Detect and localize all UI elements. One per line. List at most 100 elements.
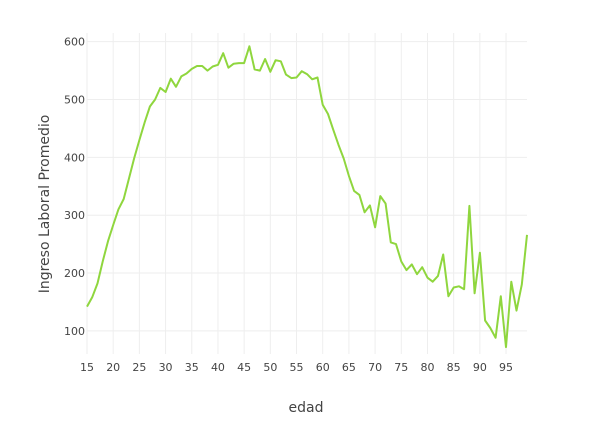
data-point[interactable] bbox=[299, 68, 305, 74]
data-point[interactable] bbox=[136, 137, 142, 143]
x-tick-label: 25 bbox=[132, 361, 146, 374]
data-point[interactable] bbox=[304, 71, 310, 77]
data-point[interactable] bbox=[199, 63, 205, 69]
data-point[interactable] bbox=[173, 84, 179, 90]
data-point[interactable] bbox=[288, 75, 294, 81]
data-point[interactable] bbox=[472, 290, 478, 296]
data-point[interactable] bbox=[404, 267, 410, 273]
y-axis-title: Ingreso Laboral Promedio bbox=[37, 115, 53, 294]
data-point[interactable] bbox=[115, 206, 121, 212]
data-point[interactable] bbox=[84, 304, 90, 310]
data-point[interactable] bbox=[194, 63, 200, 69]
data-point[interactable] bbox=[524, 232, 530, 238]
data-point[interactable] bbox=[294, 75, 300, 81]
data-point[interactable] bbox=[278, 58, 284, 64]
data-point[interactable] bbox=[241, 60, 247, 66]
data-point[interactable] bbox=[330, 127, 336, 133]
data-point[interactable] bbox=[189, 66, 195, 72]
data-point[interactable] bbox=[414, 271, 420, 277]
data-point[interactable] bbox=[461, 286, 467, 292]
data-point[interactable] bbox=[440, 252, 446, 258]
data-point[interactable] bbox=[362, 209, 368, 215]
data-point[interactable] bbox=[335, 142, 341, 148]
data-point[interactable] bbox=[493, 335, 499, 341]
series-line[interactable] bbox=[86, 45, 528, 349]
data-point[interactable] bbox=[430, 279, 436, 285]
data-point[interactable] bbox=[419, 264, 425, 270]
data-point[interactable] bbox=[503, 344, 509, 350]
data-point[interactable] bbox=[388, 239, 394, 245]
data-point[interactable] bbox=[377, 193, 383, 199]
data-point[interactable] bbox=[105, 238, 111, 244]
data-point[interactable] bbox=[315, 75, 321, 81]
x-tick-label: 90 bbox=[473, 361, 487, 374]
data-point[interactable] bbox=[126, 176, 132, 182]
data-point[interactable] bbox=[184, 71, 190, 77]
data-point[interactable] bbox=[283, 72, 289, 78]
data-point[interactable] bbox=[210, 64, 216, 70]
y-tick-label: 300 bbox=[64, 209, 85, 222]
y-tick-label: 200 bbox=[64, 267, 85, 280]
data-point[interactable] bbox=[168, 76, 174, 82]
data-point[interactable] bbox=[178, 73, 184, 79]
data-point[interactable] bbox=[456, 283, 462, 289]
data-point[interactable] bbox=[273, 57, 279, 63]
data-point[interactable] bbox=[121, 196, 127, 202]
data-point[interactable] bbox=[356, 192, 362, 198]
data-point[interactable] bbox=[498, 293, 504, 299]
data-point[interactable] bbox=[451, 285, 457, 291]
data-point[interactable] bbox=[147, 104, 153, 110]
data-point[interactable] bbox=[95, 280, 101, 286]
data-point[interactable] bbox=[152, 97, 158, 103]
data-point[interactable] bbox=[205, 68, 211, 74]
data-point[interactable] bbox=[341, 156, 347, 162]
data-point[interactable] bbox=[309, 76, 315, 82]
data-point[interactable] bbox=[482, 318, 488, 324]
data-point[interactable] bbox=[393, 241, 399, 247]
data-point[interactable] bbox=[435, 273, 441, 279]
data-point[interactable] bbox=[100, 259, 106, 265]
data-point[interactable] bbox=[157, 85, 163, 91]
data-point[interactable] bbox=[231, 61, 237, 67]
data-point[interactable] bbox=[477, 250, 483, 256]
series-layer bbox=[84, 43, 530, 350]
data-point[interactable] bbox=[267, 69, 273, 75]
data-point[interactable] bbox=[519, 282, 525, 288]
data-point[interactable] bbox=[425, 275, 431, 281]
data-point[interactable] bbox=[445, 293, 451, 299]
data-point[interactable] bbox=[215, 62, 221, 68]
data-point[interactable] bbox=[246, 43, 252, 49]
data-point[interactable] bbox=[514, 308, 520, 314]
data-point[interactable] bbox=[163, 89, 169, 95]
data-point[interactable] bbox=[262, 56, 268, 62]
data-point[interactable] bbox=[257, 68, 263, 74]
data-point[interactable] bbox=[110, 222, 116, 228]
y-tick-labels: 100 200 300 400 500 600 bbox=[64, 36, 85, 338]
x-tick-label: 75 bbox=[394, 361, 408, 374]
data-point[interactable] bbox=[346, 173, 352, 179]
data-point[interactable] bbox=[367, 202, 373, 208]
x-tick-label: 60 bbox=[316, 361, 330, 374]
data-point[interactable] bbox=[220, 50, 226, 56]
data-point[interactable] bbox=[252, 66, 258, 72]
data-point[interactable] bbox=[372, 224, 378, 230]
x-tick-label: 70 bbox=[368, 361, 382, 374]
data-point[interactable] bbox=[508, 279, 514, 285]
data-point[interactable] bbox=[383, 201, 389, 207]
data-point[interactable] bbox=[142, 120, 148, 126]
data-point[interactable] bbox=[320, 102, 326, 108]
data-point[interactable] bbox=[351, 188, 357, 194]
data-point[interactable] bbox=[225, 65, 231, 71]
data-point[interactable] bbox=[131, 156, 137, 162]
data-point[interactable] bbox=[89, 294, 95, 300]
data-point[interactable] bbox=[325, 111, 331, 117]
data-point[interactable] bbox=[398, 259, 404, 265]
x-axis-title: edad bbox=[289, 400, 324, 416]
data-point[interactable] bbox=[466, 203, 472, 209]
data-point[interactable] bbox=[487, 325, 493, 331]
data-point[interactable] bbox=[236, 60, 242, 66]
data-point[interactable] bbox=[409, 261, 415, 267]
x-tick-label: 15 bbox=[80, 361, 94, 374]
